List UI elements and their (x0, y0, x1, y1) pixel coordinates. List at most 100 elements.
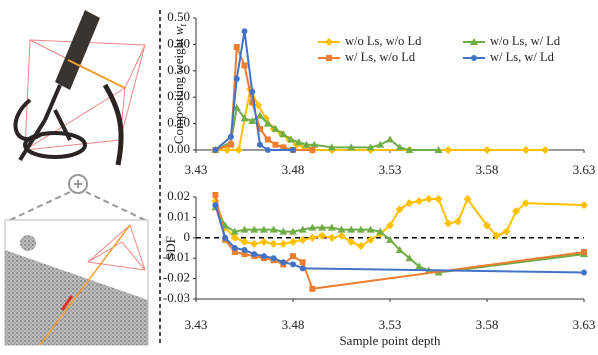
point (434, 146, 443, 153)
point (231, 245, 238, 251)
x-tick-label: 3.53 (379, 162, 402, 177)
point (212, 191, 219, 198)
point (279, 130, 288, 138)
point (280, 259, 287, 266)
point (227, 133, 234, 140)
x-tick-label: 3.48 (282, 317, 305, 332)
y-axis-label: SDF (163, 236, 178, 260)
point (250, 239, 259, 248)
point (257, 141, 264, 148)
y-tick-label: -0.02 (163, 270, 190, 285)
point (264, 147, 271, 153)
point (290, 147, 296, 153)
legend-marker (325, 38, 333, 46)
point (347, 225, 356, 233)
point (234, 146, 243, 154)
point (483, 146, 491, 154)
point (309, 147, 316, 153)
point (241, 62, 248, 69)
point (310, 140, 319, 148)
point (230, 233, 239, 242)
point (541, 146, 550, 154)
y-tick-label: 0.00 (167, 141, 190, 156)
point (249, 99, 256, 106)
y-axis-label: Compositing weight wt (171, 23, 188, 144)
point (337, 225, 346, 233)
point (366, 235, 375, 244)
legend-label: w/ Ls, w/ Ld (490, 50, 555, 64)
point (279, 227, 288, 235)
point (308, 233, 317, 242)
point (222, 234, 229, 241)
point (386, 235, 394, 243)
point (272, 141, 279, 148)
point (405, 254, 414, 262)
point (227, 141, 234, 148)
point (299, 265, 306, 272)
point (347, 237, 356, 246)
point (386, 135, 394, 143)
point (269, 239, 278, 248)
point (356, 225, 365, 233)
point (241, 247, 248, 254)
point (424, 195, 433, 204)
point (240, 114, 249, 122)
point (580, 201, 588, 210)
point (327, 223, 336, 231)
point (405, 199, 414, 208)
x-tick-label: 3.63 (573, 162, 596, 177)
point (453, 217, 462, 226)
x-tick-label: 3.58 (476, 317, 499, 332)
y-tick-label: 0.02 (167, 188, 190, 203)
point (232, 103, 241, 111)
point (327, 143, 336, 151)
x-tick-label: 3.48 (282, 162, 305, 177)
point (366, 143, 375, 151)
legend-label: w/ Ls, w/o Ld (345, 50, 416, 64)
point (240, 237, 249, 246)
point (581, 249, 587, 256)
point (271, 124, 280, 132)
zoom-icon (9, 174, 146, 221)
point (256, 111, 265, 119)
point (492, 231, 501, 240)
y-tick-label: 0.30 (167, 62, 190, 77)
point (376, 227, 385, 235)
y-tick-label: -0.03 (163, 290, 190, 305)
point (270, 255, 277, 262)
y-tick-label: 0 (184, 229, 191, 244)
point (366, 225, 375, 233)
point (347, 143, 356, 151)
point (279, 239, 288, 248)
point (444, 219, 453, 228)
y-tick-label: 0.50 (167, 9, 190, 24)
point (231, 249, 238, 256)
point (444, 146, 453, 154)
point (298, 235, 307, 244)
point (309, 285, 316, 292)
point (415, 262, 424, 270)
legend-marker (326, 55, 332, 61)
point (233, 44, 240, 51)
render-illustration (13, 10, 146, 166)
point (405, 146, 414, 153)
point (502, 227, 511, 236)
point (299, 259, 306, 266)
point (254, 101, 263, 110)
point (223, 146, 232, 154)
point (250, 225, 259, 233)
x-tick-label: 3.43 (185, 317, 208, 332)
y-tick-label: 0.20 (167, 88, 190, 103)
point (264, 136, 271, 143)
point (356, 241, 365, 250)
point (257, 125, 264, 132)
point (241, 251, 248, 258)
legend-label: w/o Ls, w/o Ld (345, 34, 422, 48)
point (287, 135, 296, 143)
point (251, 251, 258, 258)
point (212, 147, 219, 153)
zoom-illustration (4, 219, 149, 346)
point (521, 146, 530, 154)
point (327, 233, 336, 242)
